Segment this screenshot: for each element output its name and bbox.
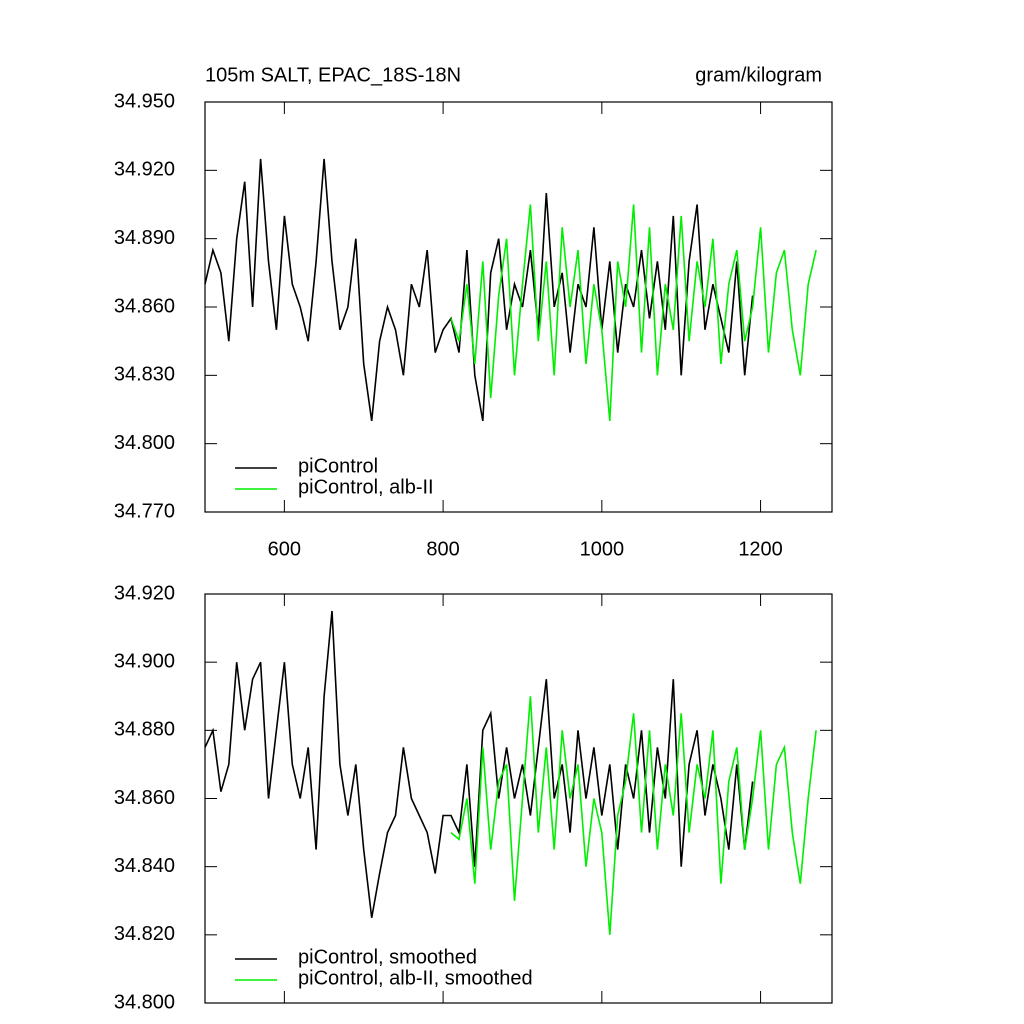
legend-label: piControl — [298, 455, 378, 477]
y-tick-label: 34.860 — [114, 787, 175, 809]
x-tick-label: 800 — [426, 538, 459, 560]
series-line — [450, 696, 817, 935]
y-tick-label: 34.920 — [114, 582, 175, 604]
legend-label: piControl, alb-II, smoothed — [298, 967, 533, 989]
y-tick-label: 34.770 — [114, 500, 175, 522]
y-tick-label: 34.880 — [114, 719, 175, 741]
y-tick-label: 34.860 — [114, 295, 175, 317]
x-tick-label: 1200 — [738, 538, 783, 560]
x-tick-label: 1000 — [580, 538, 625, 560]
y-tick-label: 34.900 — [114, 650, 175, 672]
x-tick-label: 600 — [268, 538, 301, 560]
y-tick-label: 34.950 — [114, 90, 175, 112]
units-label: gram/kilogram — [695, 64, 822, 86]
y-tick-label: 34.920 — [114, 159, 175, 181]
legend-label: piControl, smoothed — [298, 946, 477, 968]
y-tick-label: 34.820 — [114, 923, 175, 945]
chart-title: 105m SALT, EPAC_18S-18N — [205, 64, 461, 86]
y-tick-label: 34.830 — [114, 364, 175, 386]
series-line — [450, 204, 817, 421]
legend-label: piControl, alb-II — [298, 476, 434, 498]
y-tick-label: 34.890 — [114, 227, 175, 249]
y-tick-label: 34.800 — [114, 432, 175, 454]
series-line — [204, 158, 754, 422]
plot-frame — [204, 593, 833, 1004]
y-tick-label: 34.840 — [114, 855, 175, 877]
y-tick-label: 34.800 — [114, 991, 175, 1013]
series-line — [204, 610, 754, 918]
plot-frame — [204, 101, 833, 513]
